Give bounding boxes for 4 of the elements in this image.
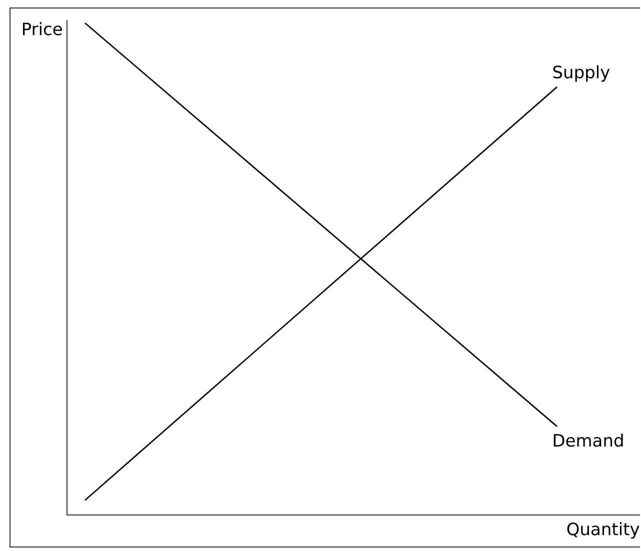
x-axis-title: Quantity <box>567 522 640 539</box>
series-label: Supply <box>553 65 610 82</box>
series-label: Demand <box>554 434 623 447</box>
y-axis-title: Price <box>22 22 62 36</box>
